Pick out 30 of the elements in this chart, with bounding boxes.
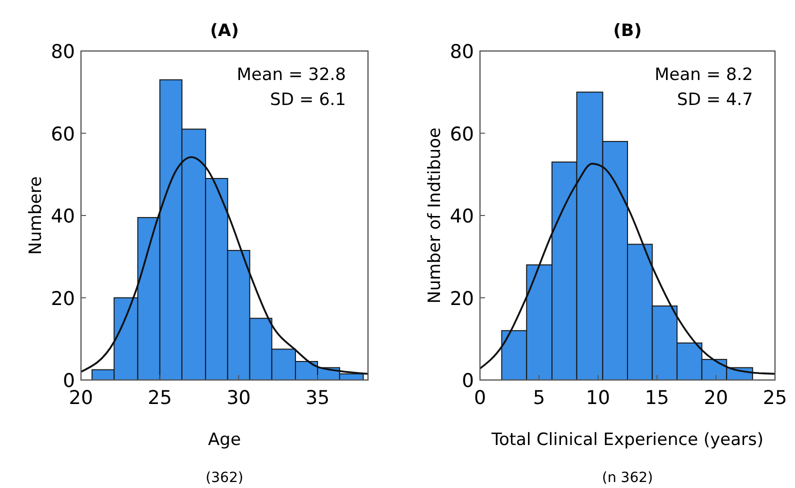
y-axis-title: Numbere bbox=[26, 176, 46, 255]
annotation: Mean = 8.2 bbox=[654, 65, 753, 85]
y-tick-label: 60 bbox=[450, 123, 474, 146]
y-tick-label: 60 bbox=[50, 123, 75, 146]
chart-title: (A) bbox=[210, 21, 239, 41]
x-tick-label: 35 bbox=[305, 387, 330, 409]
x-tick-label: 30 bbox=[226, 387, 251, 409]
x-axis-title: Total Clinical Experience (years) bbox=[490, 430, 764, 450]
x-tick-label: 20 bbox=[704, 387, 728, 409]
annotation: Mean = 32.8 bbox=[236, 65, 346, 85]
y-tick-label: 40 bbox=[50, 206, 75, 228]
annotation: SD = 6.1 bbox=[270, 90, 346, 110]
x-axis-title: Age bbox=[208, 430, 241, 450]
x-tick-label: 25 bbox=[148, 387, 172, 409]
y-tick-label: 80 bbox=[450, 41, 474, 63]
text: (362) bbox=[206, 470, 244, 486]
y-tick-label: 20 bbox=[50, 288, 75, 310]
y-axis-title: Number of Indtibuoe bbox=[425, 128, 445, 304]
annotation: SD = 4.7 bbox=[677, 90, 753, 110]
x-tick-label: 5 bbox=[532, 387, 546, 409]
y-tick-label: 0 bbox=[462, 370, 474, 392]
x-tick-label: 25 bbox=[762, 387, 788, 409]
chart-title: (B) bbox=[613, 21, 642, 41]
x-tick-label: 20 bbox=[68, 387, 94, 409]
y-tick-label: 80 bbox=[50, 41, 75, 63]
y-tick-label: 40 bbox=[450, 206, 474, 228]
x-tick-label: 15 bbox=[644, 387, 670, 409]
y-tick-label: 20 bbox=[450, 288, 474, 310]
text: (n 362) bbox=[602, 470, 653, 486]
x-tick-label: 10 bbox=[586, 387, 610, 409]
